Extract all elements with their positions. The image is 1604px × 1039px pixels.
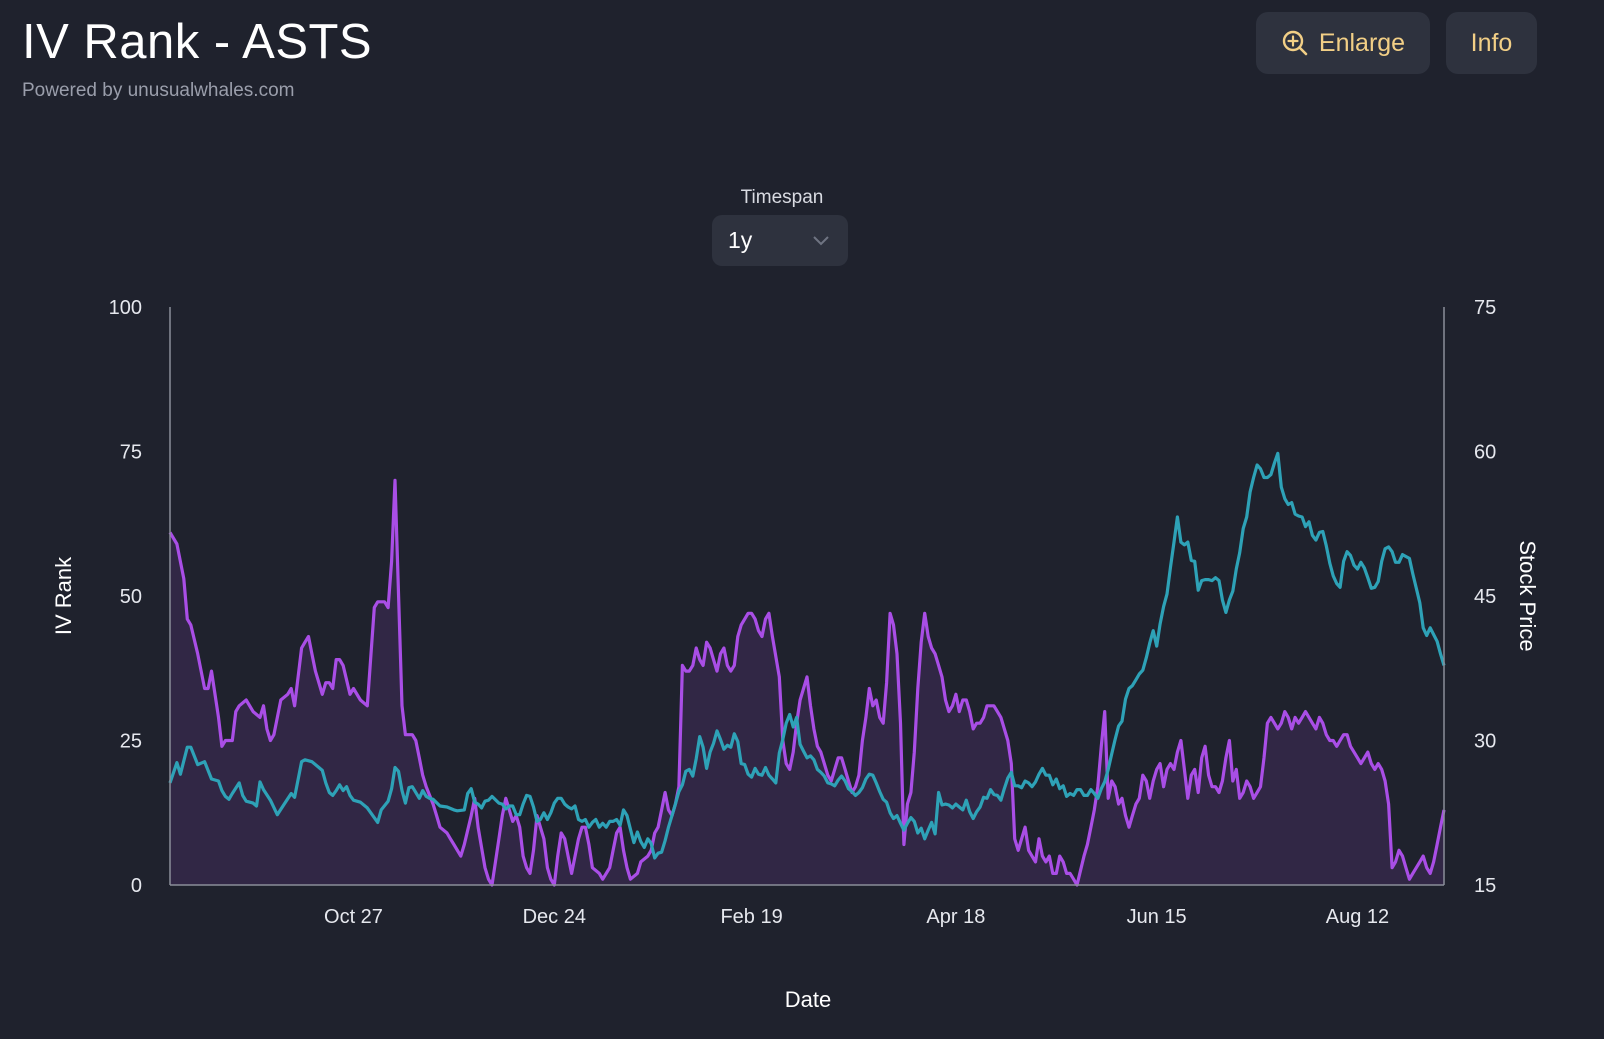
powered-by-subtitle: Powered by unusualwhales.com: [22, 80, 295, 101]
page-title: IV Rank - ASTS: [22, 15, 373, 69]
timespan-label: Timespan: [740, 187, 824, 208]
x-tick-label: Aug 12: [1326, 906, 1389, 928]
enlarge-button[interactable]: Enlarge: [1256, 12, 1430, 74]
x-tick-label: Oct 27: [324, 906, 383, 928]
x-tick-label: Dec 24: [523, 906, 586, 928]
y-left-tick-label: 50: [120, 586, 142, 608]
y-right-tick-label: 60: [1474, 442, 1496, 464]
x-tick-label: Apr 18: [926, 906, 985, 928]
y-left-tick-label: 25: [120, 731, 142, 753]
y-right-tick-label: 30: [1474, 731, 1496, 753]
x-tick-label: Jun 15: [1127, 906, 1187, 928]
y-right-tick-label: 45: [1474, 586, 1496, 608]
chevron-down-icon: [813, 236, 829, 246]
timespan-value: 1y: [728, 227, 753, 253]
x-tick-label: Feb 19: [720, 906, 782, 928]
y-right-tick-label: 75: [1474, 297, 1496, 319]
info-button[interactable]: Info: [1446, 12, 1537, 74]
stock-price-line: [168, 451, 1446, 860]
enlarge-label: Enlarge: [1318, 28, 1406, 57]
y-left-tick-label: 100: [109, 297, 142, 319]
timespan-select[interactable]: 1y: [712, 215, 848, 266]
y-left-tick-label: 75: [120, 442, 142, 464]
x-axis-title: Date: [785, 987, 831, 1012]
y-right-axis-title: Stock Price: [1515, 540, 1540, 651]
y-left-tick-label: 0: [131, 875, 142, 897]
info-label: Info: [1470, 28, 1513, 57]
zoom-plus-icon: [1282, 30, 1308, 56]
y-right-tick-label: 15: [1474, 875, 1496, 897]
y-left-axis-title: IV Rank: [51, 556, 76, 635]
